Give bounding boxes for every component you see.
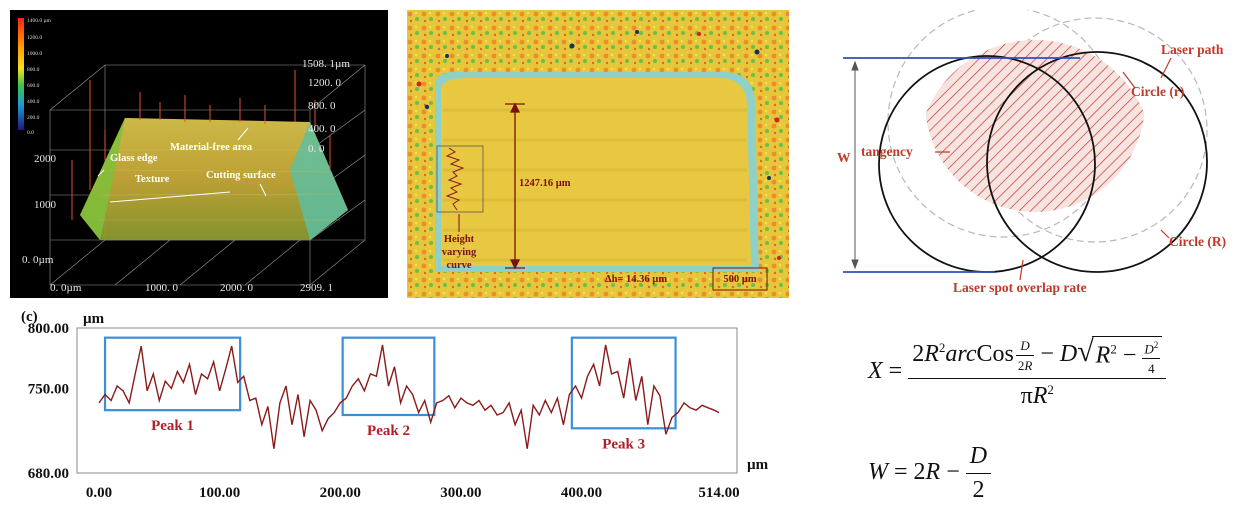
colorbar-tick: 800.0 (27, 67, 40, 73)
peak-box (341, 336, 436, 417)
laser-path-label: Laser path (1161, 42, 1224, 57)
y-axis-unit: µm (83, 311, 105, 327)
z-tick: 1200. 0 (308, 77, 342, 89)
profile-series-line (98, 344, 720, 449)
peak-box (570, 336, 677, 430)
colorbar-tick: 1000.0 (27, 51, 42, 57)
x-tick-label: 400.00 (561, 485, 602, 501)
delta-h-label: Δh= 14.36 µm (605, 274, 667, 285)
annotation-cutting-surface: Cutting surface (206, 170, 276, 181)
map-flat-region (441, 78, 751, 266)
y-tick: 2000 (34, 153, 57, 165)
colorbar-tick: 1200.0 (27, 35, 42, 41)
laser-path-circle (982, 17, 1208, 243)
height-map-figure: 1247.16 µm Height varying curve Δh= 14.3… (407, 10, 789, 298)
peak-label: Peak 1 (151, 418, 194, 434)
peak-label: Peak 3 (602, 436, 645, 452)
circle-R-label: Circle (R) (1169, 234, 1226, 249)
annotation-texture: Texture (135, 174, 170, 185)
x-tick-label: 200.00 (320, 485, 361, 501)
x-tick: 2000. 0 (220, 282, 254, 294)
z-tick: 0. 0 (308, 143, 325, 155)
curve-label-line: curve (446, 260, 471, 271)
overlap-rate-formula: X = 2R2arcCos D 2R − D√R2 − D2 4 πR2 (868, 335, 1167, 410)
profile-line-chart: (c) µm µm 800.00 750.00 680.00 0.00 100.00 2… (21, 309, 769, 501)
formula-lhs-x: X (868, 358, 883, 385)
y-tick-label: 800.00 (28, 321, 69, 337)
x-tick: 0. 0µm (50, 282, 82, 294)
curve-label-line: varying (442, 247, 477, 258)
curve-box (436, 145, 484, 213)
y-tick: 0. 0µm (22, 254, 54, 266)
x-tick-label: 0.00 (86, 485, 112, 501)
colorbar (18, 18, 24, 130)
formulas-panel: X = 2R2arcCos D 2R − D√R2 − D2 4 πR2 W = 2… (860, 325, 1240, 515)
x-tick: 2909. 1 (300, 282, 333, 294)
colorbar-tick: 400.0 (27, 99, 40, 105)
z-tick: 400. 0 (308, 123, 336, 135)
circle-R (986, 51, 1208, 273)
colorbar-tick: 0.0 (27, 130, 34, 136)
x-tick-label: 514.00 (698, 485, 739, 501)
circle-r-label: Circle (r) (1131, 84, 1184, 99)
z-tick: 1508. 1µm (302, 58, 350, 70)
overlap-region (925, 40, 1145, 212)
tangency-label: tangency (861, 144, 913, 159)
curve-label-line: Height (444, 234, 475, 245)
colorbar-tick: 600.0 (27, 83, 40, 89)
annotation-glass-edge: Glass edge (110, 153, 158, 164)
height-map-panel: 1247.16 µm Height varying curve Δh= 14.3… (407, 10, 789, 298)
annotation-material-free: Material-free area (170, 142, 253, 153)
colorbar-tick: 200.0 (27, 115, 40, 121)
overlap-diagram-panel: W tangency Laser path Circle (r) Circle … (835, 6, 1245, 300)
height-curve (445, 147, 465, 211)
plot-frame (76, 327, 738, 474)
peak-box (103, 336, 242, 412)
x-tick-label: 300.00 (440, 485, 481, 501)
y-tick: 1000 (34, 199, 57, 211)
surface-3d-figure: 1400.0 µm 1200.0 1000.0 800.0 600.0 400.… (10, 10, 388, 298)
w-label: W (837, 150, 851, 165)
colorbar-tick: 1400.0 µm (27, 18, 52, 24)
profile-chart-panel: (c) µm µm 800.00 750.00 680.00 0.00 100.00 2… (15, 305, 785, 515)
surface-spikes (71, 70, 331, 220)
panel-label: (c) (21, 309, 38, 325)
z-tick: 800. 0 (308, 100, 336, 112)
x-tick-label: 100.00 (199, 485, 240, 501)
x-axis-unit: µm (747, 457, 769, 473)
surface-slab (80, 118, 348, 240)
y-tick-label: 750.00 (28, 381, 69, 397)
dimension-arrow (505, 102, 525, 270)
surface-3d-panel: 1400.0 µm 1200.0 1000.0 800.0 600.0 400.… (10, 10, 388, 298)
scale-bar (712, 267, 768, 291)
formula-lhs-w: W (868, 459, 888, 486)
w-lines (843, 57, 1080, 273)
dimension-label: 1247.16 µm (519, 178, 571, 189)
overlap-diagram: W tangency Laser path Circle (r) Circle … (837, 6, 1226, 295)
scale-bar-label: 500 µm (723, 274, 756, 285)
peak-label: Peak 2 (367, 423, 410, 439)
y-tick-label: 680.00 (28, 466, 69, 482)
overlap-label: Laser spot overlap rate (953, 280, 1087, 295)
x-tick: 1000. 0 (145, 282, 179, 294)
